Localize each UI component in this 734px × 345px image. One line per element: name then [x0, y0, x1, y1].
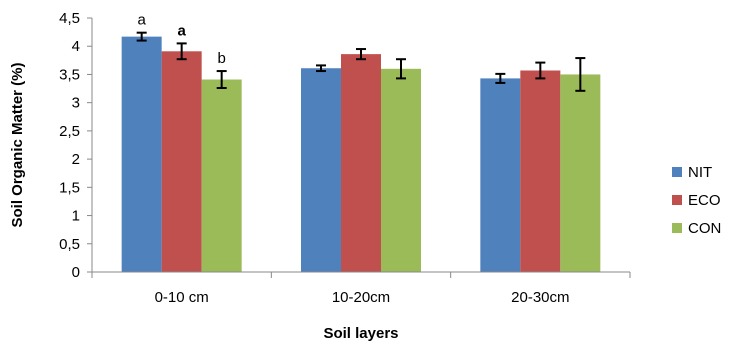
- y-tick-label: 4: [72, 38, 80, 55]
- legend-swatch: [672, 195, 682, 205]
- significance-letter: a: [177, 22, 186, 39]
- y-tick-label: 1,5: [59, 179, 80, 196]
- bar-eco-1: [341, 54, 381, 272]
- y-tick-label: 1: [72, 208, 80, 225]
- error-bar-eco-2: [535, 61, 546, 80]
- bar-nit-1: [301, 68, 341, 272]
- legend-item-con: CON: [672, 220, 721, 237]
- error-bar-con-2: [575, 57, 586, 92]
- x-axis-title: Soil layers: [323, 325, 398, 342]
- bar-con-2: [560, 74, 601, 272]
- significance-letter: a: [137, 12, 146, 29]
- legend-item-nit: NIT: [672, 164, 712, 181]
- y-tick-label: 3,5: [59, 66, 80, 83]
- bar-eco-0: [161, 51, 202, 273]
- y-tick-label: 2: [72, 151, 80, 168]
- x-tick-label: 0-10 cm: [155, 289, 209, 306]
- legend-swatch: [672, 167, 682, 177]
- y-axis-title: Soil Organic Matter (%): [9, 62, 26, 227]
- error-bars-layer: [136, 31, 586, 92]
- y-tick-label: 2,5: [59, 123, 80, 140]
- y-tick-label: 0: [72, 264, 80, 281]
- legend-label: NIT: [688, 164, 712, 181]
- bars-layer: [121, 36, 601, 273]
- legend-label: ECO: [688, 192, 721, 209]
- error-bar-eco-1: [356, 48, 366, 61]
- x-tick-label: 10-20cm: [332, 289, 390, 306]
- bar-eco-2: [520, 70, 561, 272]
- y-tick-label: 3: [72, 95, 80, 112]
- legend-label: CON: [688, 220, 721, 237]
- error-bar-eco-0: [176, 42, 187, 61]
- legend: NIT ECO CON: [672, 164, 721, 237]
- bar-con-1: [381, 68, 421, 272]
- bar-nit-2: [480, 78, 521, 272]
- bar-con-0: [201, 79, 242, 272]
- bar-nit-0: [121, 36, 162, 273]
- y-tick-label: 4,5: [59, 10, 80, 27]
- axes-layer: 0 0,5 1 1,5 2 2,5 3 3,5 4 4,5 0-10 cm 10-20cm 20-30c…: [59, 10, 631, 306]
- error-bar-con-0: [216, 70, 227, 89]
- legend-item-eco: ECO: [672, 192, 721, 209]
- legend-swatch: [672, 223, 682, 233]
- error-bar-nit-1: [316, 64, 326, 73]
- y-tick-label: 0,5: [59, 236, 80, 253]
- x-tick-label: 20-30cm: [511, 289, 569, 306]
- error-bar-nit-0: [136, 31, 147, 42]
- error-bar-nit-2: [495, 72, 506, 84]
- annotations-layer: a a b: [137, 12, 225, 67]
- significance-letter: b: [217, 50, 225, 67]
- error-bar-con-1: [396, 58, 406, 80]
